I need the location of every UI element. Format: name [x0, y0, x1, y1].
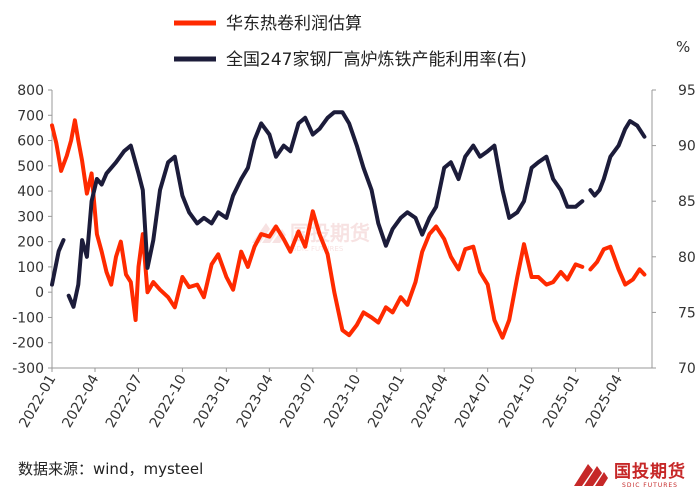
legend-label-2: 全国247家钢厂高炉炼铁产能利用率(右) [226, 50, 527, 70]
x-tick-label: 2022-01 [16, 372, 59, 431]
x-tick-label: 2025-04 [583, 372, 626, 431]
x-tick-label: 2024-10 [496, 372, 539, 431]
right-tick-label: 75 [678, 305, 696, 321]
left-tick-label: -200 [12, 336, 44, 352]
x-tick-label: 2023-07 [277, 372, 320, 431]
left-tick-label: 400 [17, 184, 44, 200]
right-axis-unit: % [676, 38, 690, 56]
left-tick-label: -100 [12, 310, 44, 326]
series-line-1 [50, 118, 585, 340]
logo-mark-icon [574, 464, 608, 486]
x-tick-label: 2022-10 [147, 372, 190, 431]
right-tick-label: 90 [678, 139, 696, 155]
series-line-2 [50, 238, 66, 287]
left-tick-label: 200 [17, 235, 44, 251]
right-tick-label: 70 [678, 361, 696, 377]
series-line-2 [66, 110, 585, 309]
right-tick-label: 95 [678, 83, 696, 99]
left-tick-label: 500 [17, 159, 44, 175]
x-tick-label: 2023-10 [321, 372, 364, 431]
x-tick-label: 2022-04 [59, 372, 102, 431]
left-tick-label: -300 [12, 361, 44, 377]
x-tick-label: 2023-04 [234, 372, 277, 431]
series-lines [50, 110, 647, 340]
series-line-2 [588, 119, 647, 198]
logo-sub: SDIC FUTURES [622, 482, 678, 489]
x-tick-label: 2023-01 [191, 372, 234, 431]
left-tick-label: 0 [35, 285, 44, 301]
left-tick-label: 300 [17, 209, 44, 225]
right-tick-label: 80 [678, 250, 696, 266]
left-tick-label: 100 [17, 260, 44, 276]
logo-brand: 国投期货 [614, 462, 686, 482]
x-tick-label: 2025-01 [540, 372, 583, 431]
watermark-sub: SDIC FUTURES [292, 245, 344, 253]
left-tick-label: 600 [17, 134, 44, 150]
x-tick-label: 2024-07 [452, 372, 495, 431]
source-note: 数据来源：wind，mysteel [18, 460, 204, 478]
left-tick-label: 700 [17, 108, 44, 124]
right-tick-label: 85 [678, 194, 696, 210]
series-line-1 [588, 244, 647, 287]
logo: 国投期货 SDIC FUTURES [574, 457, 686, 489]
left-tick-label: 800 [17, 83, 44, 99]
x-tick-label: 2024-04 [409, 372, 452, 431]
x-tick-label: 2022-07 [103, 372, 146, 431]
legend-label-1: 华东热卷利润估算 [226, 14, 362, 34]
x-tick-label: 2024-01 [365, 372, 408, 431]
